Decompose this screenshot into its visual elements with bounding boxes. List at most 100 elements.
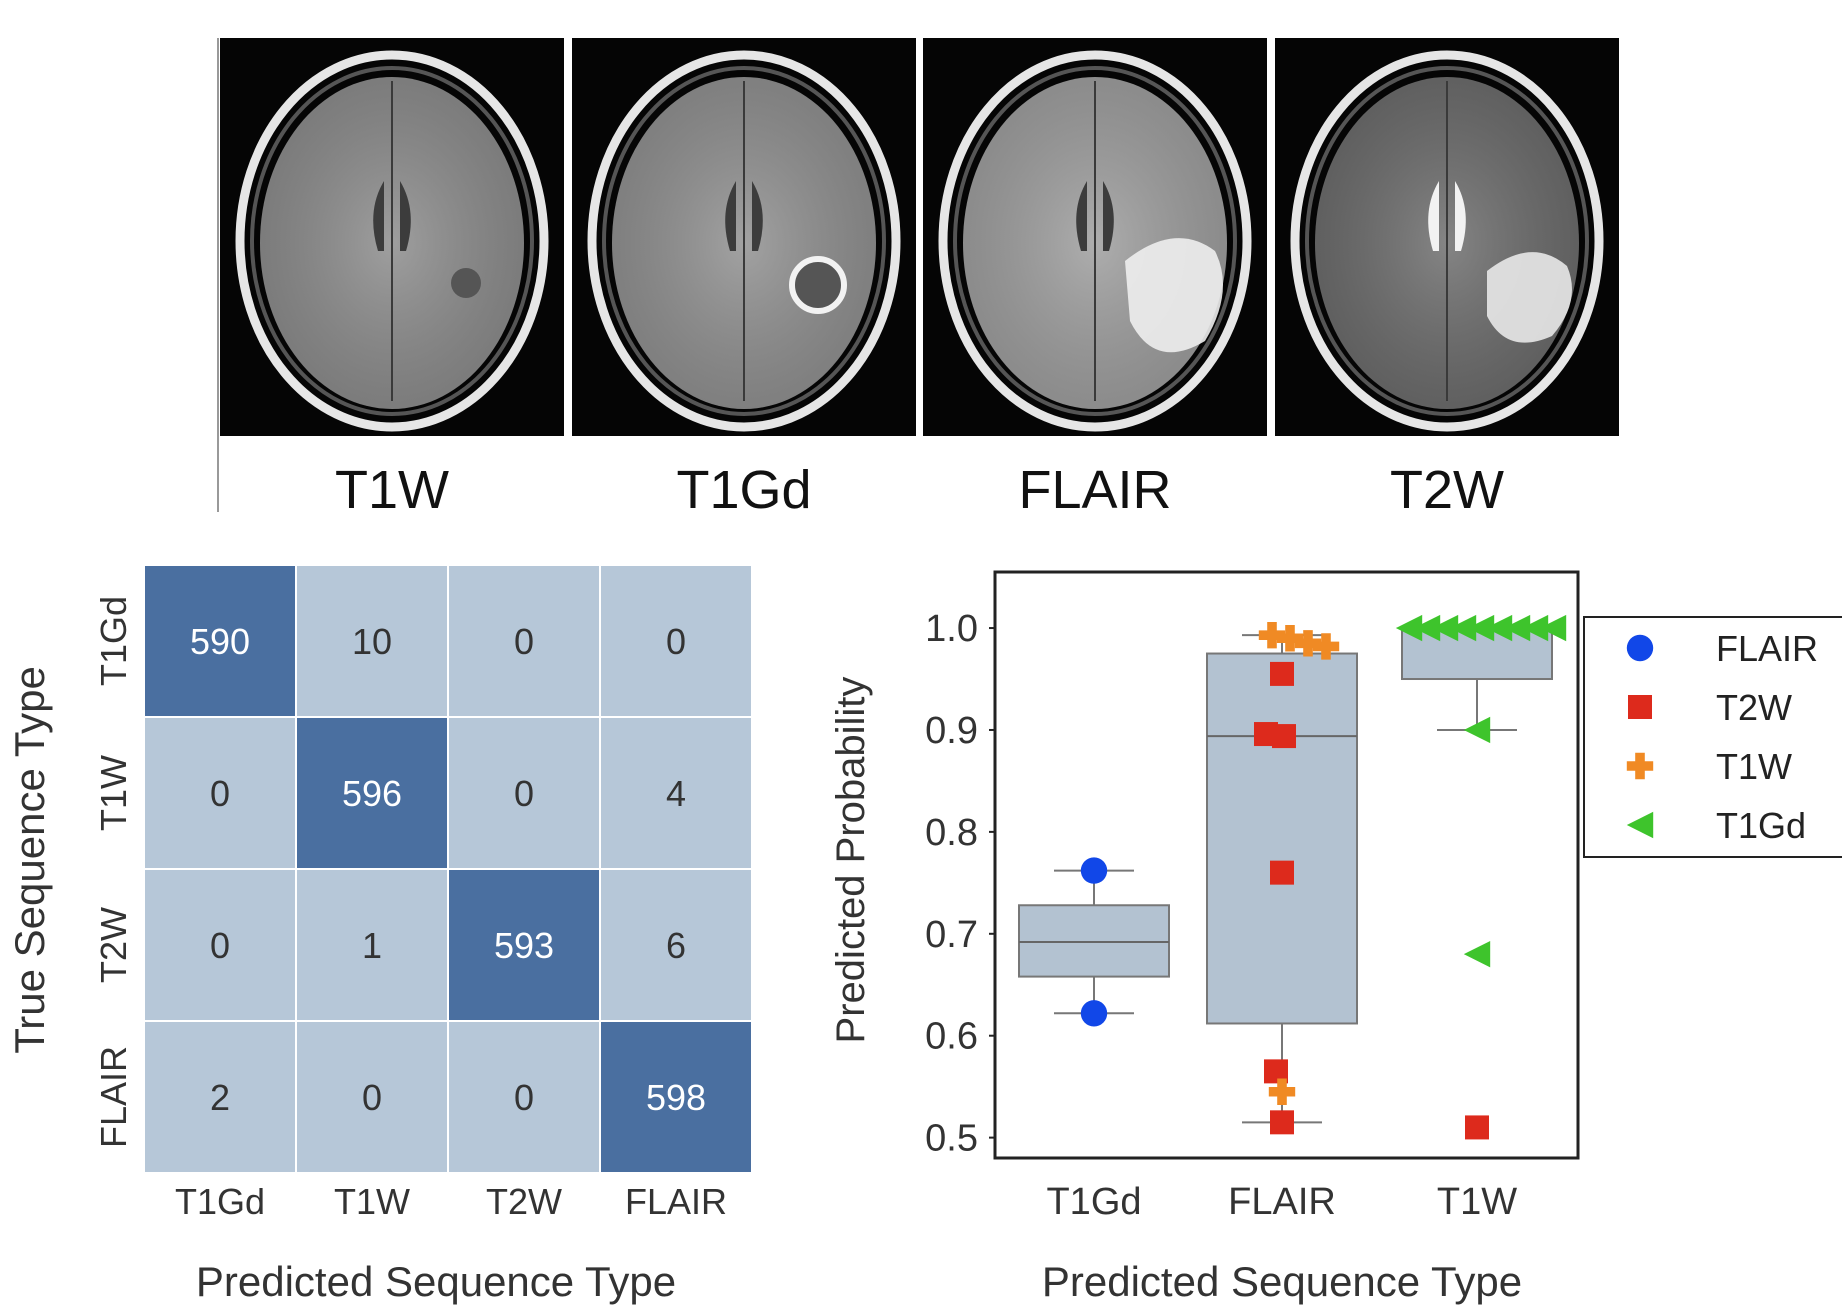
data-point-t1gd <box>1485 614 1513 642</box>
right-ventricle <box>1103 181 1114 251</box>
lesion <box>789 256 847 314</box>
heatmap-cell-value: 593 <box>494 925 554 966</box>
heatmap-cell-value: 0 <box>210 773 230 814</box>
skull-ring <box>587 50 901 432</box>
legend-label: T2W <box>1716 687 1792 728</box>
boxplot-ylabel: Predicted Probability <box>829 677 873 1044</box>
left-ventricle <box>373 181 384 251</box>
skull-inner-ring <box>602 66 886 416</box>
data-point-t1w <box>1276 625 1304 652</box>
box <box>1018 904 1170 978</box>
skull-inner-ring <box>953 66 1237 416</box>
heatmap-cell <box>599 716 753 870</box>
heatmap-cell <box>599 1020 753 1174</box>
heatmap-ylabel: True Sequence Type <box>6 666 53 1054</box>
legend-marker <box>1626 811 1654 839</box>
box <box>1206 652 1358 1025</box>
box-plot: 1.0 0.9 0.8 0.7 0.6 0.5 T1Gd FLAIR T1W <box>925 570 1580 1223</box>
heatmap-cell <box>447 1020 601 1174</box>
data-point-t1gd <box>1413 614 1441 642</box>
heatmap-cell <box>143 1020 297 1174</box>
mri-panel: T1W T1Gd FLAIR T2W <box>217 38 1619 520</box>
data-point-t2w <box>1270 661 1294 686</box>
legend-marker <box>1628 695 1652 719</box>
heatmap-cell-value: 0 <box>514 773 534 814</box>
mri-label: T2W <box>1390 460 1504 520</box>
mri-image-t1w: T1W <box>220 38 564 520</box>
heatmap-cell-value: 596 <box>342 773 402 814</box>
heatmap-col-label: T1Gd <box>175 1181 265 1222</box>
y-tick-label: 0.9 <box>925 710 978 752</box>
data-point-t1gd <box>1503 614 1531 642</box>
heatmap-cell-value: 2 <box>210 1077 230 1118</box>
y-tick-label: 0.8 <box>925 812 978 854</box>
heatmap-cell <box>447 564 601 718</box>
legend-box <box>1583 616 1842 858</box>
legend-label: T1W <box>1716 746 1792 787</box>
data-point-t2w <box>1465 1115 1489 1140</box>
heatmap-cell-value: 0 <box>210 925 230 966</box>
heatmap-col-label: T2W <box>486 1181 562 1222</box>
mri-label: T1Gd <box>676 460 811 520</box>
heatmap-cell <box>295 868 449 1022</box>
skull-inner-ring <box>1305 66 1589 416</box>
heatmap-cell <box>599 868 753 1022</box>
y-tick-label: 0.7 <box>925 914 978 956</box>
right-ventricle <box>400 181 411 251</box>
data-point-t1gd <box>1539 614 1567 642</box>
left-ventricle <box>1428 181 1439 251</box>
heatmap-cell-value: 4 <box>666 773 686 814</box>
data-point-flair <box>1080 857 1108 884</box>
heatmap-cell <box>295 1020 449 1174</box>
lesion <box>1487 252 1572 343</box>
heatmap-row-label: FLAIR <box>93 1046 134 1148</box>
legend: FLAIR T2W T1W T1Gd <box>1583 616 1842 858</box>
lesion <box>451 268 481 298</box>
left-ventricle <box>1076 181 1087 251</box>
y-tick-label: 1.0 <box>925 608 978 650</box>
right-ventricle <box>1455 181 1466 251</box>
heatmap-col-label: FLAIR <box>625 1181 727 1222</box>
legend-label: FLAIR <box>1716 628 1818 669</box>
x-tick-label: FLAIR <box>1228 1181 1336 1223</box>
mri-label: FLAIR <box>1018 460 1171 520</box>
x-tick-label: T1W <box>1437 1181 1517 1223</box>
right-ventricle <box>752 181 763 251</box>
heatmap-col-label: T1W <box>334 1181 410 1222</box>
heatmap-cell-value: 0 <box>362 1077 382 1118</box>
data-point-t1w <box>1268 1078 1296 1105</box>
heatmap-cell <box>143 868 297 1022</box>
data-point-t1gd <box>1463 940 1491 968</box>
data-point-t1gd <box>1463 716 1491 744</box>
data-point-t1w <box>1258 621 1286 649</box>
heatmap-cell-value: 590 <box>190 621 250 662</box>
skull-ring <box>938 50 1252 432</box>
mri-label: T1W <box>335 460 449 520</box>
data-point-t1w <box>1312 633 1340 660</box>
heatmap-cell-value: 6 <box>666 925 686 966</box>
heatmap-cell <box>599 564 753 718</box>
heatmap-cell <box>143 716 297 870</box>
boxplot-xlabel: Predicted Sequence Type <box>1042 1258 1522 1305</box>
heatmap-row-label: T1W <box>93 755 134 831</box>
mri-image-flair: FLAIR <box>923 38 1267 520</box>
y-tick-label: 0.5 <box>925 1118 978 1160</box>
legend-marker <box>1626 634 1654 662</box>
data-point-t2w <box>1272 724 1296 749</box>
heatmap-cell-value: 598 <box>646 1077 706 1118</box>
heatmap-cell-value: 0 <box>666 621 686 662</box>
heatmap-xlabel: Predicted Sequence Type <box>196 1258 676 1305</box>
left-ventricle <box>725 181 736 251</box>
y-tick-label: 0.6 <box>925 1016 978 1058</box>
legend-marker <box>1626 752 1654 780</box>
data-point-t2w <box>1270 1110 1294 1135</box>
heatmap-cell <box>295 564 449 718</box>
heatmap-cell <box>295 716 449 870</box>
data-point-t1w <box>1294 630 1322 657</box>
heatmap-cell-value: 0 <box>514 621 534 662</box>
skull-ring <box>235 50 549 432</box>
data-point-t1gd <box>1449 614 1477 642</box>
confusion-matrix: 590 10 0 0 0 596 0 4 0 1 593 6 2 0 0 598 T1Gd T1W T2W FLAIR… <box>93 564 753 1222</box>
lesion <box>1125 238 1223 353</box>
